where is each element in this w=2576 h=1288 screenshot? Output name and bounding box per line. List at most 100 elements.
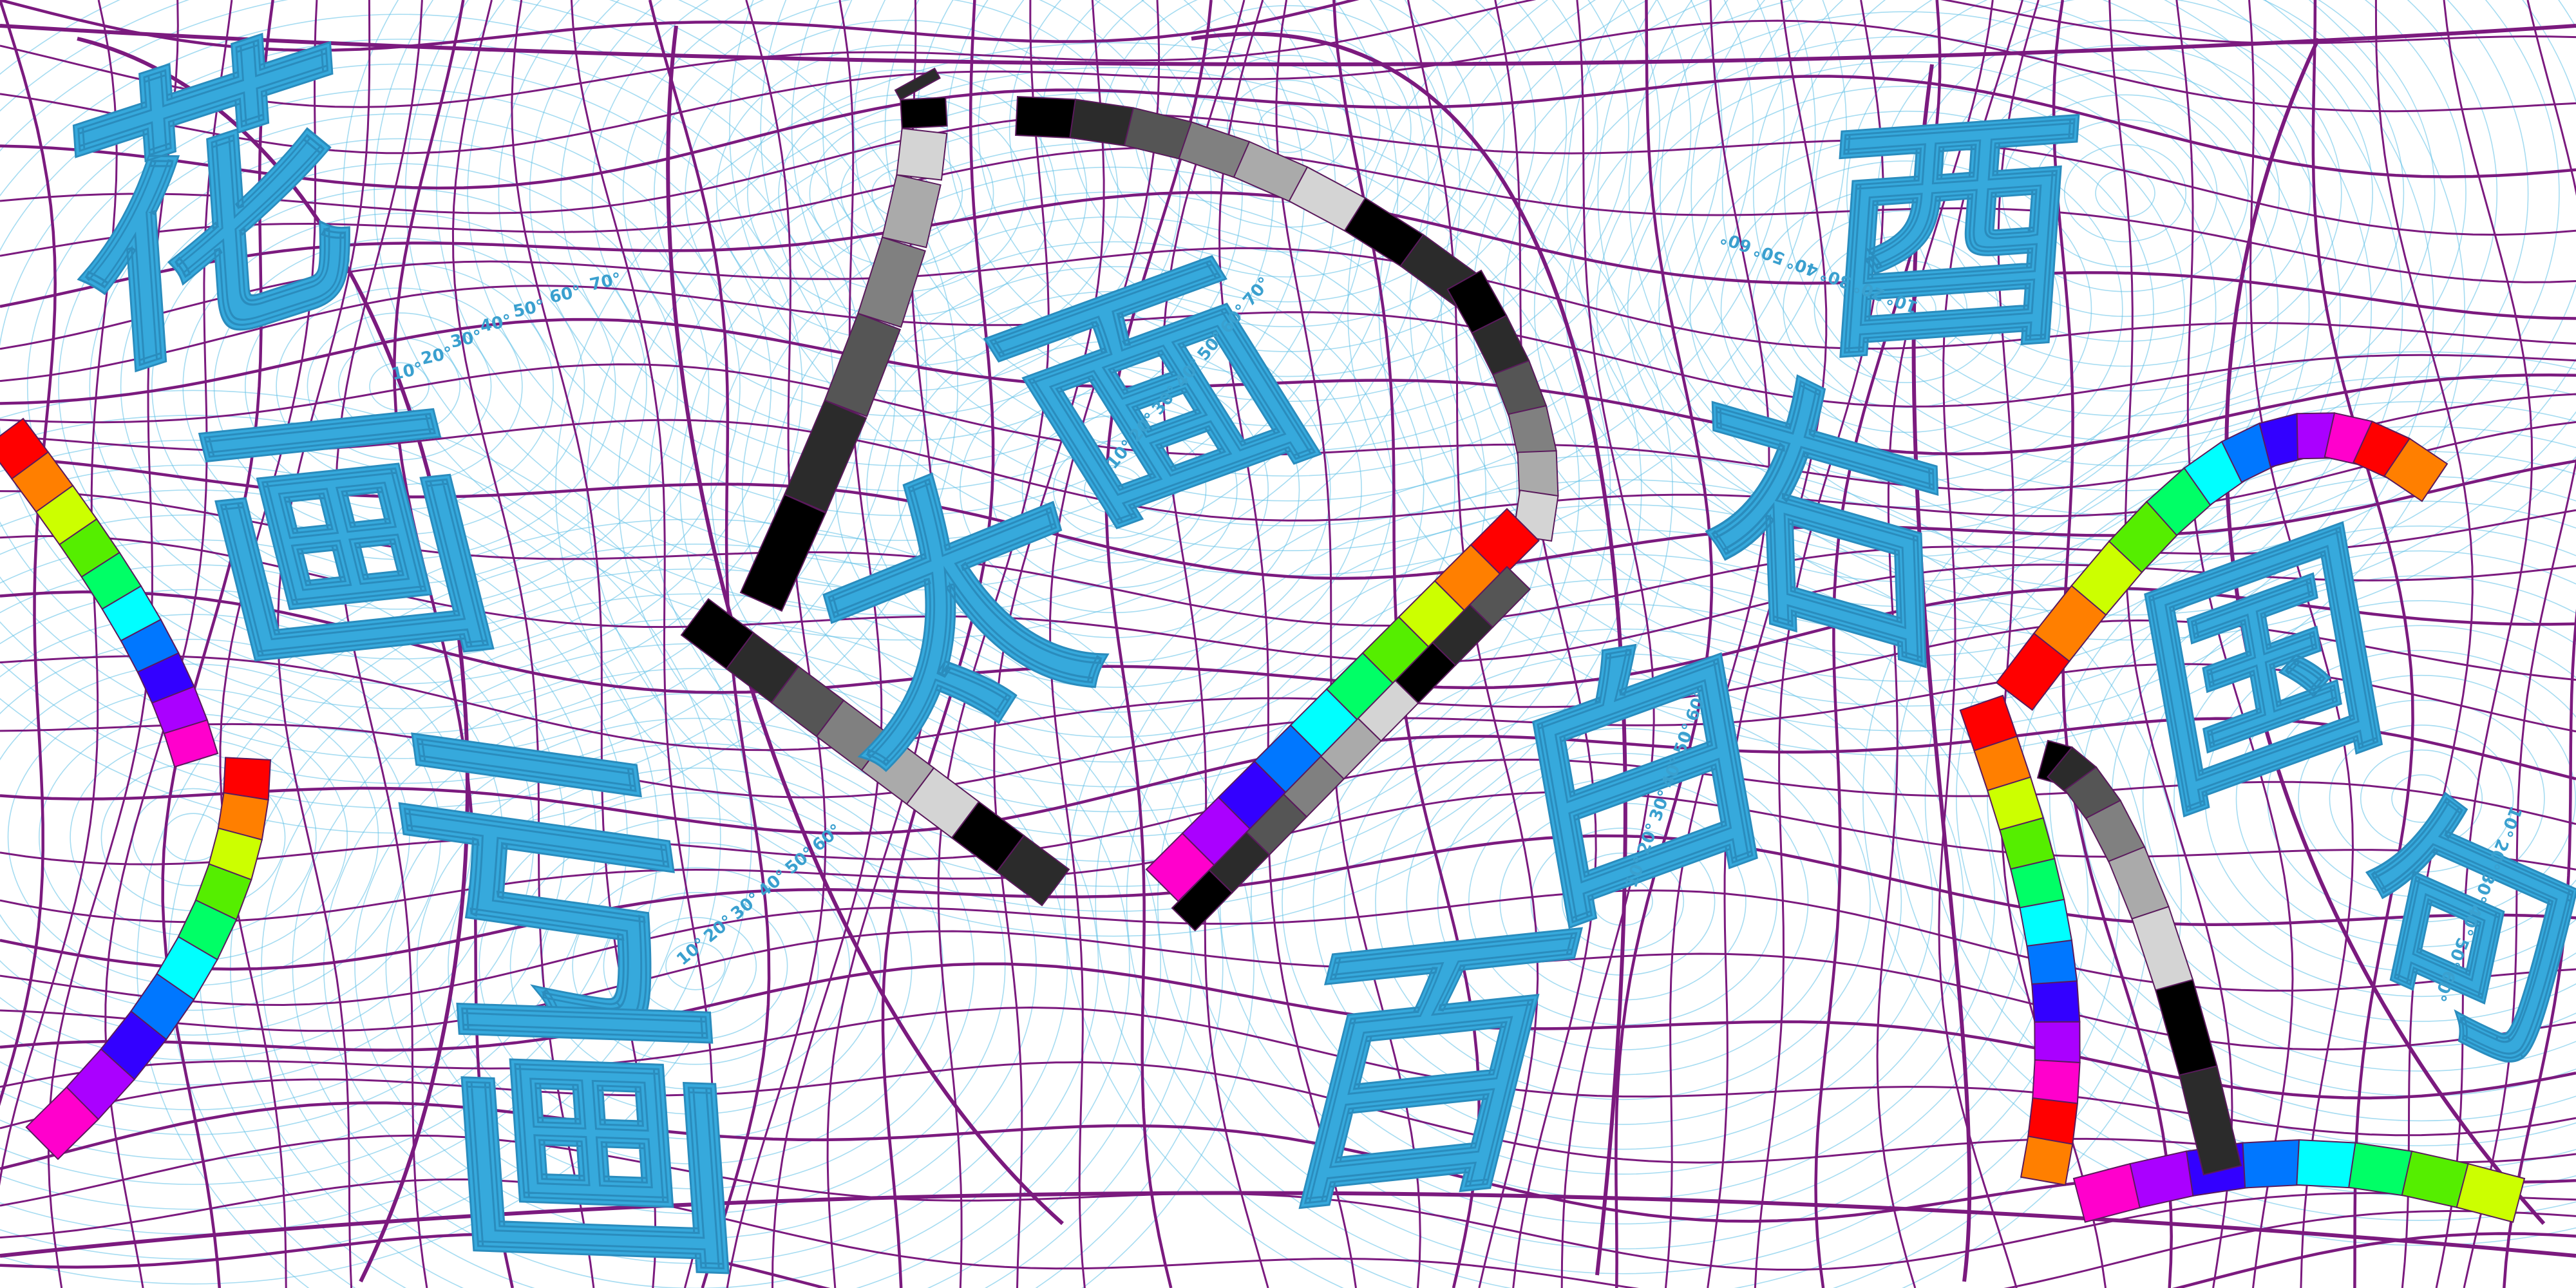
grid-line-horizontal	[0, 146, 2576, 283]
rainbow-band-right-bottom	[2348, 1142, 2413, 1197]
gray-band-center-left	[857, 236, 926, 328]
contour-ring	[0, 539, 565, 1135]
contour-ring	[1312, 653, 1933, 1150]
gray-band-center-left	[894, 67, 941, 101]
grid-line-vertical	[1814, 0, 1942, 1288]
grid-line-vertical	[1707, 0, 1828, 1288]
grid-line-vertical	[1938, 0, 2023, 1288]
contour-ring	[0, 514, 597, 1160]
grid-line-horizontal	[0, 247, 2576, 350]
grid-arc	[77, 37, 469, 1283]
grid-line-horizontal	[0, 75, 2576, 190]
grid-line-vertical	[393, 0, 514, 1288]
contour-ring	[760, 0, 1816, 551]
rainbow-band-right-vertical	[2031, 1059, 2081, 1104]
rainbow-band-left-lower	[25, 1086, 100, 1160]
grid-line-vertical	[277, 0, 371, 1288]
grid-line-vertical	[511, 0, 657, 1288]
grid-line-vertical	[2374, 0, 2474, 1288]
contour-ring	[1720, 160, 2092, 458]
grid-line-vertical	[1161, 0, 1269, 1288]
contour-ring	[0, 663, 410, 1011]
grid-line-vertical	[726, 0, 827, 1288]
grid-line-vertical	[1665, 0, 1770, 1288]
grid-arc	[0, 1191, 2576, 1258]
contour-ring	[853, 0, 1723, 477]
gray-band-center-left	[881, 174, 942, 249]
rainbow-band-right-upper	[2383, 437, 2448, 502]
grid-line-vertical	[1876, 0, 1994, 1288]
contour-ring	[1409, 0, 2403, 707]
gray-band-center-diagonal	[996, 835, 1070, 907]
contour-ring	[1347, 0, 2465, 757]
grid-arc	[1911, 64, 1972, 1282]
grid-line-vertical	[881, 0, 995, 1288]
grid-line-horizontal	[0, 0, 2576, 108]
contour-ring	[1282, 628, 1964, 1175]
contour-ring	[710, 166, 1518, 813]
contour-ring	[374, 0, 1430, 616]
gray-band-center-left	[824, 312, 902, 417]
grid-line-horizontal	[0, 1134, 2576, 1271]
grid-line-horizontal	[0, 889, 2576, 1007]
grid-line-horizontal	[0, 1061, 2576, 1164]
contour-ring	[1814, 235, 1999, 383]
rainbow-band-center	[1470, 507, 1540, 578]
grid-arc	[1191, 32, 1627, 1276]
gray-band-center-left	[896, 128, 948, 181]
glyph-hua-3: 亏	[372, 689, 715, 1086]
grid-line-horizontal	[0, 930, 2576, 1051]
grid-line-horizontal	[0, 0, 1359, 52]
gray-band-center-top	[1015, 95, 1077, 139]
grid-line-vertical	[1494, 0, 1597, 1288]
contour-ring	[0, 639, 441, 1036]
grid-line-vertical	[2435, 0, 2533, 1288]
grid-line-horizontal	[0, 1232, 2576, 1288]
contour-ring	[1084, 465, 1144, 514]
glyph-you-2: 酉	[1812, 79, 2092, 396]
rainbow-band-right-bottom	[2456, 1162, 2526, 1223]
contour-ring	[89, 138, 710, 635]
grid-line-vertical	[1560, 0, 1655, 1288]
grid-line-horizontal	[0, 663, 2576, 799]
contour-ring	[58, 113, 741, 660]
glyph-hua: 花	[57, 0, 364, 433]
grid-line-horizontal	[0, 113, 2576, 236]
rainbow-band-right-vertical	[2034, 1021, 2081, 1064]
grid-line-vertical	[2463, 0, 2576, 1288]
contour-ring	[2360, 749, 2483, 848]
contour-ring	[2095, 169, 2155, 218]
contour-ring	[26, 88, 772, 685]
contour-ring	[2063, 144, 2187, 243]
rainbow-band-right-vertical	[2031, 980, 2081, 1026]
glyph-hua-4: 画	[431, 962, 753, 1288]
contour-ring	[555, 42, 1673, 937]
grid-line-vertical	[1754, 0, 1884, 1288]
grid-line-vertical	[2108, 0, 2233, 1288]
contour-ring	[1971, 69, 2280, 317]
contour-ring	[897, 316, 1331, 663]
contour-ring	[1627, 86, 2186, 533]
grid-line-vertical	[1275, 0, 1421, 1288]
contour-ring	[343, 0, 1461, 641]
contour-ring	[1752, 185, 2061, 433]
grid-line-horizontal	[0, 586, 2576, 694]
contour-ring	[1597, 0, 2576, 616]
contour-ring	[2235, 650, 2576, 947]
contour-ring	[884, 0, 1692, 452]
contour-ring	[0, 390, 752, 1285]
contour-ring	[416, 743, 975, 1189]
grid-line-vertical	[2503, 609, 2576, 1288]
contour-ring	[509, 817, 882, 1115]
contour-ring	[0, 439, 690, 1235]
grid-line-vertical	[1218, 0, 1357, 1288]
grid-line-vertical	[1615, 0, 1714, 1288]
grid-line-vertical	[937, 0, 1050, 1288]
contour-ring	[2142, 575, 2576, 1022]
contour-ring	[323, 668, 1068, 1264]
contour-ring	[1566, 0, 2576, 641]
contour-ring	[307, 312, 492, 460]
contour-ring	[0, 464, 659, 1210]
